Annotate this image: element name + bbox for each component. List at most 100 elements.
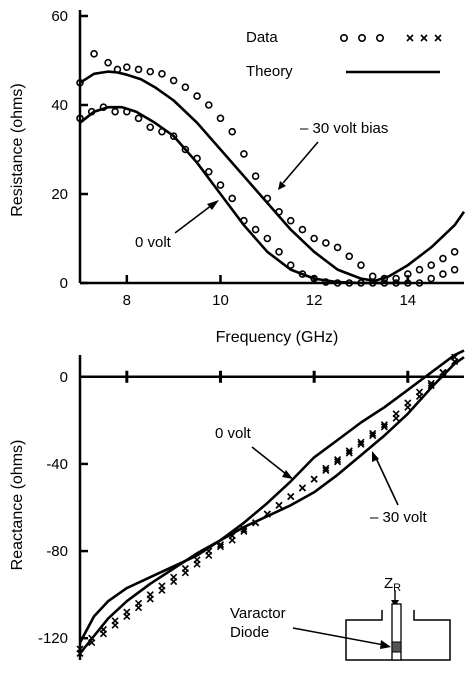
resistance-data-point: [310, 274, 318, 283]
reactance-data-point: [240, 527, 248, 536]
cross-stroke: [415, 392, 424, 400]
resistance-data-point: [216, 114, 225, 123]
resistance-data-point: [99, 103, 108, 112]
annotation-30v-bias-arrow: [278, 141, 319, 190]
reactance-data-point: [146, 595, 154, 603]
reactance-data-point: [369, 432, 377, 440]
inset-z-label: ZR: [384, 575, 401, 594]
resistance-y-axis-title: Resistance (ohms): [9, 83, 26, 216]
resistance-data-point: [322, 278, 330, 286]
reactance-data-point: [380, 421, 388, 429]
reactance-data-point: [439, 368, 447, 376]
annotation-0v-reactance-arrow: [251, 446, 293, 479]
resistance-data-point: [322, 239, 330, 247]
cross-stroke: [333, 456, 342, 464]
cross-stroke: [404, 403, 412, 411]
resistance-data-point: [392, 279, 400, 287]
annotation-0v-reactance: 0 volt: [215, 425, 252, 442]
resistance-theory-line-1: [79, 105, 408, 285]
resistance-data-point: [357, 261, 365, 270]
resistance-data-point: [204, 101, 213, 109]
reactance-data-point: [228, 536, 236, 544]
cross-stroke: [193, 560, 201, 568]
reactance-data-point: [275, 501, 283, 509]
resistance-data-point: [298, 225, 307, 234]
cross-stroke: [134, 604, 143, 612]
reactance-annotations: 0 volt – 30 volt: [215, 425, 428, 526]
resistance-data-point: [263, 234, 272, 243]
reactance-data-point: [404, 403, 412, 411]
reactance-data-point: [76, 649, 84, 658]
resistance-data-point: [87, 107, 96, 116]
reactance-data-point: [181, 569, 189, 577]
reactance-y-tick-label: 0: [60, 369, 68, 386]
resistance-data-point: [251, 225, 260, 234]
resistance-data-point: [415, 279, 424, 287]
inset-z-subscript: R: [393, 582, 401, 594]
cross-stroke: [345, 447, 353, 455]
reactance-theory-line-1: [78, 356, 465, 644]
cross-stroke: [427, 381, 435, 390]
resistance-data-point: [123, 63, 131, 71]
cross-stroke: [322, 466, 330, 475]
varactor-inset: ZR Varactor Diode: [230, 575, 451, 661]
resistance-data-point: [111, 107, 119, 116]
resistance-data-point: [158, 127, 166, 136]
resistance-x-tick-label: 10: [212, 292, 229, 309]
reactance-data-point: [333, 458, 342, 466]
resistance-chart: 0 20 40 60 8 10 12 14 Frequency (GHz) Resistanc…: [9, 8, 466, 346]
resistance-data-point: [450, 248, 459, 256]
resistance-data-point: [392, 274, 400, 283]
cross-stroke: [76, 649, 84, 658]
resistance-data-point: [158, 70, 166, 78]
cross-stroke: [275, 501, 283, 509]
reactance-data-point: [322, 466, 330, 475]
cross-stroke: [88, 639, 96, 647]
reactance-data-point: [123, 612, 131, 620]
resistance-y-tick-label: 60: [51, 8, 68, 25]
resistance-data-point: [380, 274, 389, 283]
cross-stroke: [146, 595, 154, 603]
reactance-axes: [78, 355, 464, 660]
resistance-data-point: [251, 172, 260, 180]
resistance-data-point: [404, 270, 412, 278]
resistance-data-point: [439, 254, 447, 263]
legend-cross-marker: [406, 34, 414, 42]
resistance-x-tick-label: 12: [306, 292, 323, 309]
resistance-data-point: [439, 270, 447, 278]
legend-data-markers: [339, 33, 442, 42]
legend: Data Theory: [246, 29, 442, 80]
resistance-annotations: – 30 volt bias 0 volt: [135, 120, 388, 251]
reactance-data-point: [345, 447, 353, 455]
reactance-data-point: [415, 392, 424, 400]
resistance-data-point: [298, 270, 307, 278]
resistance-data-point: [286, 216, 295, 225]
reactance-data-point: [287, 493, 295, 501]
resistance-data-point: [275, 208, 283, 216]
reactance-series: [76, 349, 465, 658]
resistance-y-tick-label: 40: [51, 97, 68, 114]
legend-circle-marker: [339, 33, 348, 42]
reactance-theory-line-0: [78, 349, 465, 655]
resistance-x-tick-label: 8: [123, 292, 131, 309]
cross-stroke: [205, 551, 213, 559]
inset-z-main: Z: [384, 575, 393, 592]
cross-stroke: [111, 621, 119, 629]
cross-stroke: [123, 612, 131, 620]
cross-stroke: [228, 536, 236, 544]
resistance-data-point: [169, 76, 178, 85]
cross-stroke: [240, 527, 248, 536]
resistance-data-point: [380, 279, 389, 287]
reactance-data-point: [193, 560, 201, 568]
legend-data-label: Data: [246, 29, 278, 46]
resistance-data-point: [286, 261, 295, 270]
inset-diode-element: [391, 641, 402, 653]
reactance-data-point: [310, 475, 318, 483]
annotation-30v-bias: – 30 volt bias: [300, 120, 388, 137]
annotation-30v-reactance-arrow: [372, 451, 399, 506]
resistance-data-point: [427, 261, 436, 270]
cross-stroke: [439, 368, 447, 376]
resistance-data-point: [193, 92, 201, 100]
resistance-data-point: [104, 58, 112, 67]
